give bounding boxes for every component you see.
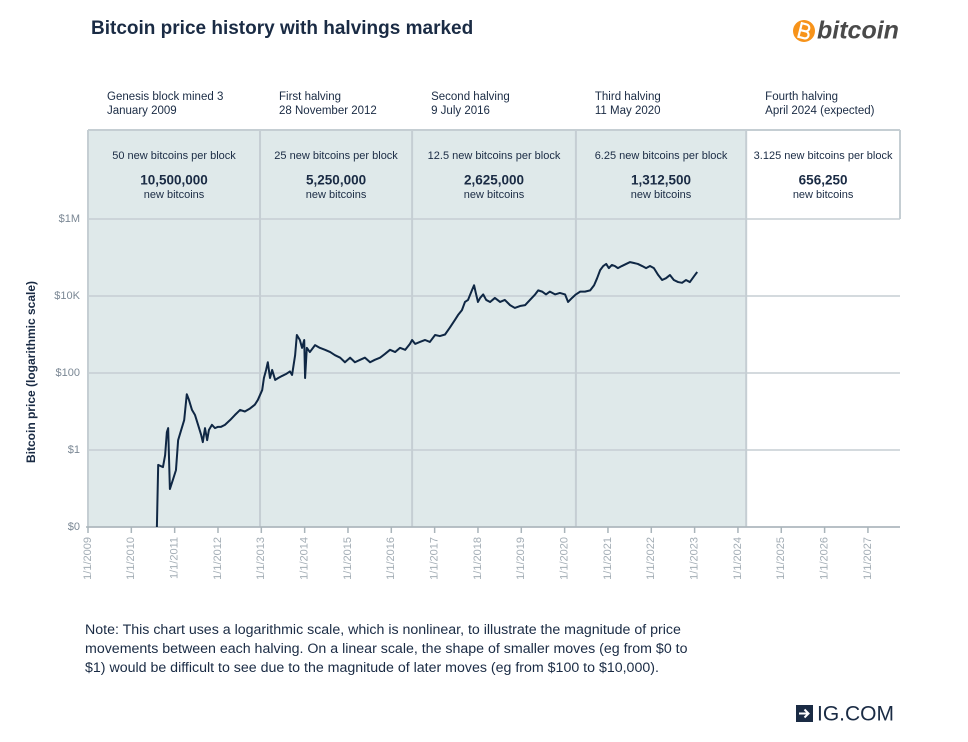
- y-tick-label: $1M: [59, 213, 80, 225]
- halving-unit: new bitcoins: [306, 189, 367, 201]
- x-tick-label: 1/1/2023: [689, 537, 701, 580]
- halving-unit: new bitcoins: [464, 189, 525, 201]
- halving-reward: 12.5 new bitcoins per block: [428, 150, 561, 162]
- x-tick-label: 1/1/2027: [862, 537, 874, 580]
- x-tick-label: 1/1/2020: [559, 537, 571, 580]
- halving-label: 9 July 2016: [431, 105, 490, 117]
- halving-unit: new bitcoins: [631, 189, 692, 201]
- y-tick-label: $1: [68, 444, 80, 456]
- halving-label: First halving: [279, 91, 341, 103]
- x-tick-label: 1/1/2011: [169, 537, 181, 579]
- ig-icon-arrow: [799, 708, 810, 719]
- x-tick-label: 1/1/2016: [385, 537, 397, 580]
- x-tick-label: 1/1/2015: [342, 537, 354, 580]
- footnote: $1) would be difficult to see due to the…: [85, 660, 659, 676]
- halving-label: Third halving: [595, 91, 661, 103]
- x-tick-label: 1/1/2009: [82, 537, 94, 580]
- halving-era-band: [412, 130, 576, 527]
- halving-label: Genesis block mined 3: [107, 91, 223, 103]
- x-tick-label: 1/1/2026: [819, 537, 831, 580]
- halving-reward: 25 new bitcoins per block: [274, 150, 398, 162]
- halving-reward: 6.25 new bitcoins per block: [595, 150, 728, 162]
- x-tick-label: 1/1/2025: [775, 537, 787, 580]
- x-tick-label: 1/1/2018: [472, 537, 484, 580]
- halving-label: 11 May 2020: [595, 105, 661, 117]
- x-tick-label: 1/1/2019: [515, 537, 527, 580]
- x-tick-label: 1/1/2014: [299, 537, 311, 580]
- bitcoin-wordmark: bitcoin: [817, 17, 899, 45]
- footnote: Note: This chart uses a logarithmic scal…: [85, 622, 681, 638]
- halving-amount: 5,250,000: [306, 173, 366, 188]
- ig-logo: IG.COM: [796, 703, 894, 726]
- x-tick-label: 1/1/2010: [125, 537, 137, 580]
- x-tick-label: 1/1/2012: [212, 537, 224, 580]
- halving-amount: 1,312,500: [631, 173, 691, 188]
- halving-era-band: [260, 130, 413, 527]
- halving-label: Fourth halving: [765, 91, 838, 103]
- x-tick-label: 1/1/2017: [429, 537, 441, 580]
- halving-unit: new bitcoins: [144, 189, 205, 201]
- y-tick-label: $0: [68, 521, 80, 533]
- y-tick-label: $100: [56, 367, 80, 379]
- halving-amount: 10,500,000: [140, 173, 208, 188]
- halving-reward: 50 new bitcoins per block: [112, 150, 236, 162]
- halving-era-band: [88, 130, 261, 527]
- plot-area: Genesis block mined 3 January 2009 50 new …: [54, 91, 901, 580]
- bitcoin-logo: bitcoin: [793, 17, 899, 45]
- chart-title: Bitcoin price history with halvings mark…: [91, 18, 473, 39]
- x-tick-label: 1/1/2022: [645, 537, 657, 580]
- y-tick-label: $10K: [54, 290, 80, 302]
- halving-reward: 3.125 new bitcoins per block: [754, 150, 893, 162]
- ig-wordmark: IG.COM: [817, 703, 894, 726]
- x-tick-label: 1/1/2013: [255, 537, 267, 580]
- halving-era-band: [575, 130, 747, 527]
- x-tick-label: 1/1/2021: [602, 537, 614, 580]
- halving-label: April 2024 (expected): [765, 105, 874, 117]
- halving-amount: 2,625,000: [464, 173, 524, 188]
- halving-amount: 656,250: [799, 173, 848, 188]
- halving-label: Second halving: [431, 91, 510, 103]
- bitcoin-icon-mark: [797, 21, 811, 40]
- x-tick-label: 1/1/2024: [732, 537, 744, 580]
- halving-label: January 2009: [107, 105, 177, 117]
- y-axis-label: Bitcoin price (logarithmic scale): [24, 281, 38, 463]
- footnote: movements between each halving. On a lin…: [85, 641, 688, 657]
- price-line: [155, 261, 699, 528]
- halving-label: 28 November 2012: [279, 105, 377, 117]
- halving-unit: new bitcoins: [793, 189, 854, 201]
